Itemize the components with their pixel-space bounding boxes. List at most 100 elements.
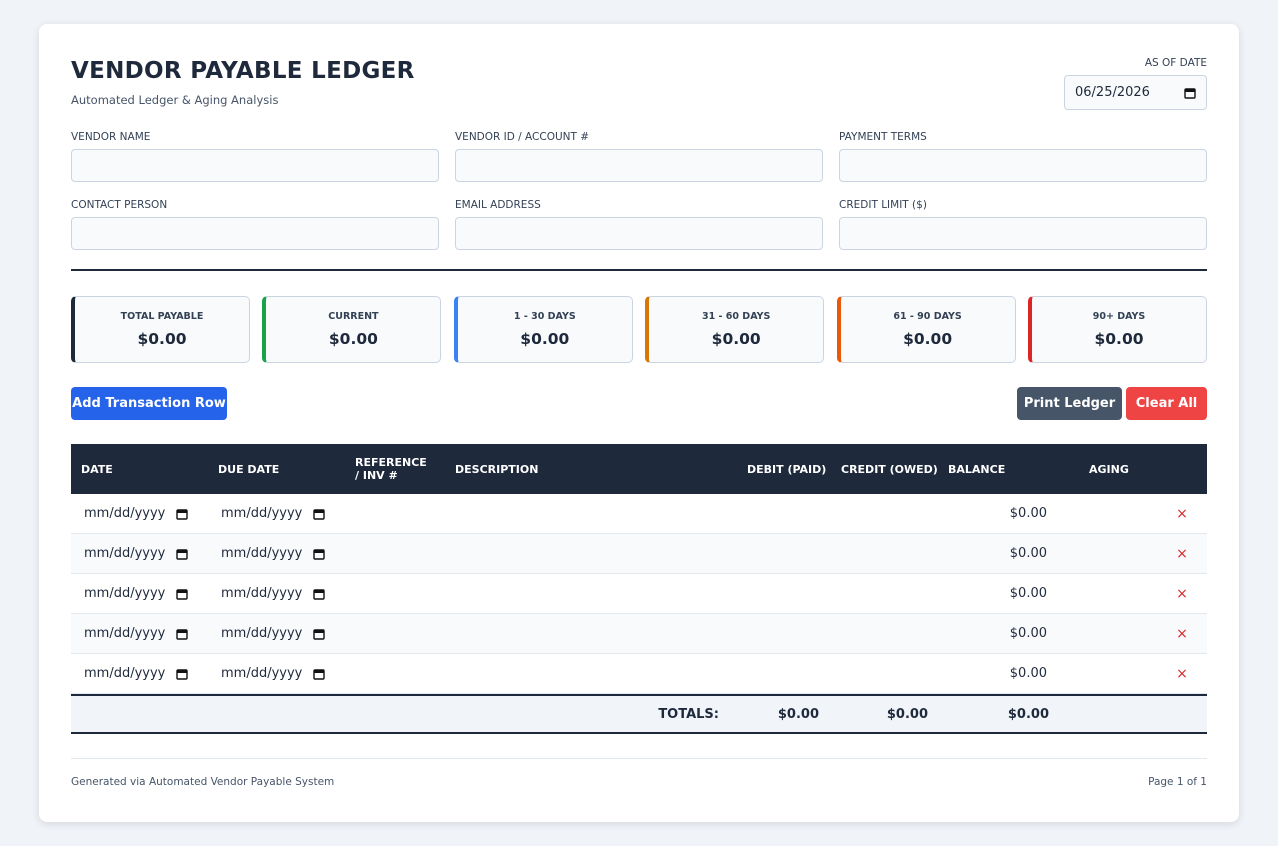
summary-value: $0.00 — [520, 330, 570, 348]
as-of-label: AS OF DATE — [1144, 57, 1207, 69]
summary-label: 31 - 60 DAYS — [702, 311, 771, 322]
footer-line — [71, 758, 1207, 759]
calendar-icon — [313, 588, 325, 600]
remove-button[interactable]: × — [1176, 585, 1188, 602]
date-placeholder: mm/dd/yyyy — [221, 506, 303, 521]
calendar-icon — [176, 628, 188, 640]
column-header: DUE DATE — [218, 462, 280, 476]
calendar-icon — [176, 508, 188, 520]
calendar-icon — [176, 668, 188, 680]
date-input[interactable]: mm/dd/yyyy — [211, 666, 335, 681]
calendar-icon — [313, 628, 325, 640]
table-row: mm/dd/yyyy mm/dd/yyyy $0.00 × — [71, 654, 1207, 694]
field-input[interactable] — [71, 217, 439, 250]
summary-card: 90+ DAYS $0.00 — [1028, 296, 1207, 363]
date-placeholder: mm/dd/yyyy — [221, 666, 303, 681]
field-input[interactable] — [455, 149, 823, 182]
date-placeholder: mm/dd/yyyy — [221, 626, 303, 641]
ledger-card: VENDOR PAYABLE LEDGER Automated Ledger & … — [39, 24, 1239, 822]
column-header: DESCRIPTION — [455, 462, 539, 476]
table-row: mm/dd/yyyy mm/dd/yyyy $0.00 × — [71, 614, 1207, 654]
title: VENDOR PAYABLE LEDGER — [71, 58, 415, 84]
summary-value: $0.00 — [328, 330, 378, 348]
total-debit: $0.00 — [777, 706, 819, 722]
date-input[interactable]: mm/dd/yyyy — [74, 586, 198, 601]
table-header: DATE DUE DATE REFERENCE / INV # DESCRIPTION… — [71, 444, 1207, 494]
summary-card: 61 - 90 DAYS $0.00 — [836, 296, 1016, 363]
field-input[interactable] — [455, 217, 823, 250]
totals-row: TOTALS: $0.00 $0.00 $0.00 — [71, 694, 1207, 734]
column-header: CREDIT (OWED) — [841, 462, 938, 476]
total-balance: $0.00 — [1007, 706, 1049, 722]
calendar-icon — [176, 588, 188, 600]
date-input[interactable]: mm/dd/yyyy — [74, 666, 198, 681]
divider — [71, 269, 1207, 271]
footer-right: Page 1 of 1 — [1148, 776, 1207, 788]
date-input[interactable]: mm/dd/yyyy — [211, 626, 335, 641]
field-label: CREDIT LIMIT ($) — [839, 199, 927, 211]
as-of-input[interactable]: 06/25/2026 — [1064, 75, 1207, 110]
footer-left: Generated via Automated Vendor Payable S… — [71, 776, 335, 788]
add-row-button[interactable]: Add Transaction Row — [71, 387, 227, 420]
subtitle: Automated Ledger & Aging Analysis — [71, 93, 279, 107]
summary-value: $0.00 — [137, 330, 187, 348]
summary-card: 1 - 30 DAYS $0.00 — [453, 296, 633, 363]
balance: $0.00 — [1009, 626, 1047, 641]
date-input[interactable]: mm/dd/yyyy — [74, 546, 198, 561]
balance: $0.00 — [1009, 506, 1047, 521]
totals-label: TOTALS: — [658, 706, 719, 722]
field-label: PAYMENT TERMS — [839, 131, 927, 143]
date-input[interactable]: mm/dd/yyyy — [74, 626, 198, 641]
column-header: BALANCE — [948, 462, 1006, 476]
table-row: mm/dd/yyyy mm/dd/yyyy $0.00 × — [71, 494, 1207, 534]
field-label: VENDOR NAME — [71, 131, 151, 143]
date-input[interactable]: mm/dd/yyyy — [74, 506, 198, 521]
column-header: DEBIT (PAID) — [747, 462, 827, 476]
remove-button[interactable]: × — [1176, 665, 1188, 682]
table-row: mm/dd/yyyy mm/dd/yyyy $0.00 × — [71, 574, 1207, 614]
calendar-icon — [176, 548, 188, 560]
date-placeholder: mm/dd/yyyy — [84, 506, 166, 521]
date-placeholder: mm/dd/yyyy — [221, 546, 303, 561]
print-button[interactable]: Print Ledger — [1017, 387, 1122, 420]
date-placeholder: mm/dd/yyyy — [221, 586, 303, 601]
calendar-icon — [313, 668, 325, 680]
calendar-icon — [313, 508, 325, 520]
balance: $0.00 — [1009, 586, 1047, 601]
date-input[interactable]: mm/dd/yyyy — [211, 586, 335, 601]
field-input[interactable] — [839, 217, 1207, 250]
table-row: mm/dd/yyyy mm/dd/yyyy $0.00 × — [71, 534, 1207, 574]
summary-card: 31 - 60 DAYS $0.00 — [645, 296, 825, 363]
balance: $0.00 — [1009, 666, 1047, 681]
date-input[interactable]: mm/dd/yyyy — [211, 546, 335, 561]
field-label: EMAIL ADDRESS — [455, 199, 541, 211]
field-input[interactable] — [71, 149, 439, 182]
field-input[interactable] — [839, 149, 1207, 182]
summary-label: 1 - 30 DAYS — [513, 311, 576, 322]
date-input[interactable]: mm/dd/yyyy — [211, 506, 335, 521]
calendar-icon — [313, 548, 325, 560]
summary-value: $0.00 — [903, 330, 953, 348]
summary-label: CURRENT — [328, 311, 379, 322]
date-placeholder: mm/dd/yyyy — [84, 666, 166, 681]
remove-button[interactable]: × — [1176, 625, 1188, 642]
date-placeholder: mm/dd/yyyy — [84, 586, 166, 601]
summary-label: 90+ DAYS — [1092, 311, 1146, 322]
summary-card: TOTAL PAYABLE $0.00 — [71, 296, 250, 363]
date-placeholder: mm/dd/yyyy — [84, 546, 166, 561]
clear-button[interactable]: Clear All — [1126, 387, 1207, 420]
field-label: CONTACT PERSON — [71, 199, 168, 211]
field-label: VENDOR ID / ACCOUNT # — [455, 131, 590, 143]
column-header: REFERENCE / INV # — [355, 456, 427, 482]
as-of-value: 06/25/2026 — [1075, 85, 1150, 100]
calendar-icon — [1184, 87, 1196, 99]
summary-label: 61 - 90 DAYS — [893, 311, 962, 322]
ledger-table: DATE DUE DATE REFERENCE / INV # DESCRIPTION… — [71, 444, 1207, 734]
remove-button[interactable]: × — [1176, 545, 1188, 562]
date-placeholder: mm/dd/yyyy — [84, 626, 166, 641]
remove-button[interactable]: × — [1176, 505, 1188, 522]
summary-card: CURRENT $0.00 — [262, 296, 442, 363]
balance: $0.00 — [1009, 546, 1047, 561]
summary-value: $0.00 — [1094, 330, 1144, 348]
